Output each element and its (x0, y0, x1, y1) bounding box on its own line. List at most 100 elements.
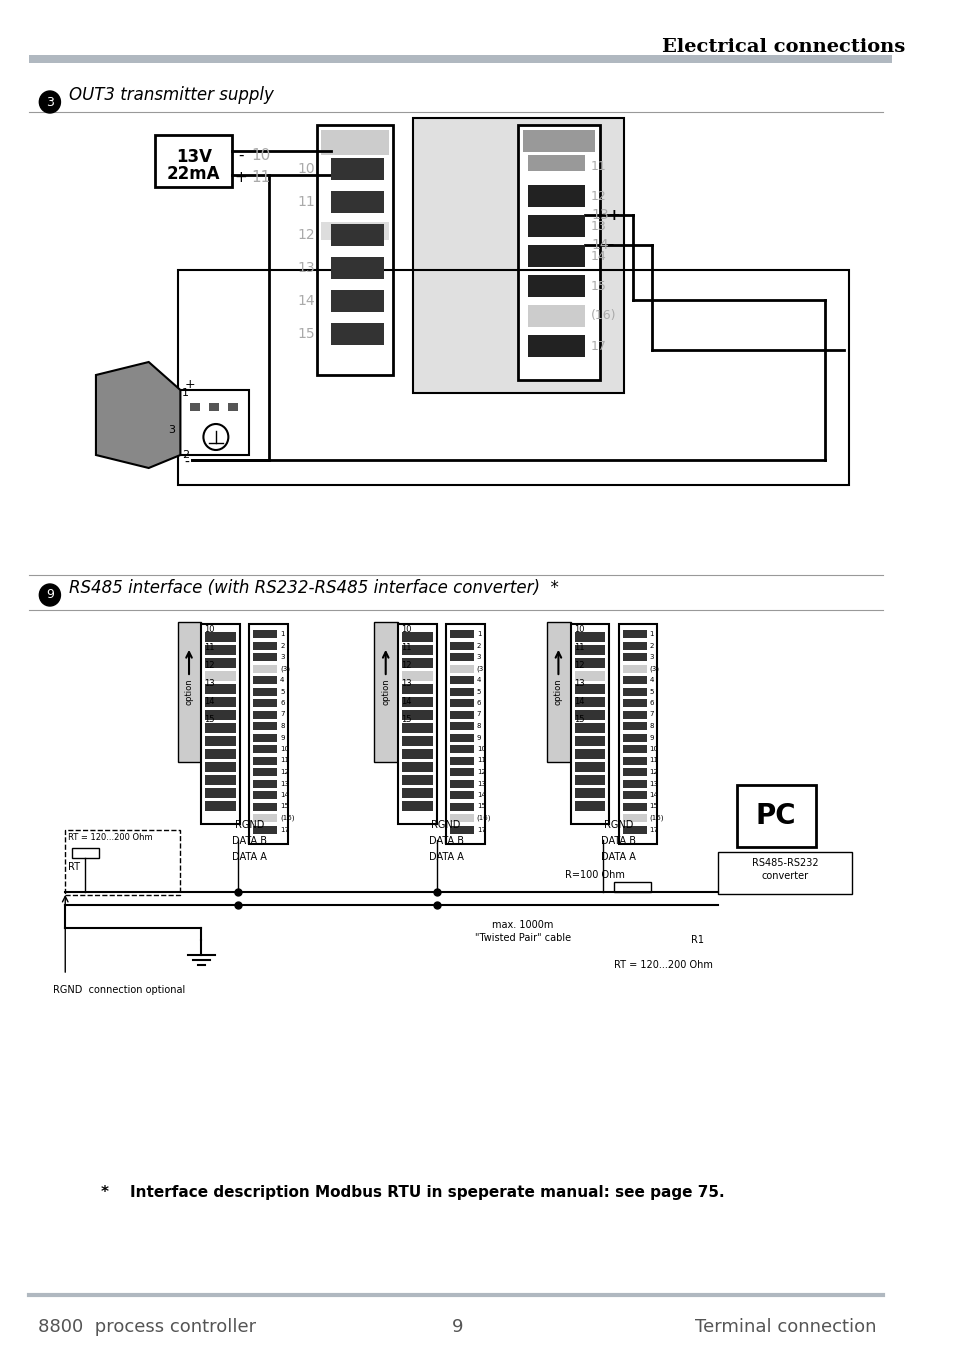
Bar (527, 335, 585, 357)
Text: 11: 11 (591, 159, 606, 173)
Bar (401, 736, 433, 746)
Bar (331, 290, 383, 312)
Bar (401, 671, 433, 681)
Bar (622, 721, 646, 730)
Text: 10: 10 (649, 746, 658, 753)
Bar (450, 711, 474, 719)
Bar (401, 762, 433, 771)
Text: RGND: RGND (603, 820, 633, 830)
Bar (253, 721, 277, 730)
Text: 15: 15 (400, 716, 411, 724)
Bar (401, 632, 433, 642)
Text: 5: 5 (649, 689, 653, 694)
Text: RS485-RS232: RS485-RS232 (751, 858, 818, 867)
Bar (450, 688, 474, 696)
Polygon shape (96, 362, 180, 467)
Text: 10: 10 (296, 162, 314, 176)
Text: 12: 12 (204, 662, 214, 670)
Bar (205, 748, 235, 759)
Bar (622, 665, 646, 673)
Bar (205, 711, 235, 720)
Text: RT: RT (68, 862, 80, 871)
Text: 13: 13 (280, 781, 289, 786)
Bar (253, 630, 277, 638)
Text: 12: 12 (296, 228, 314, 242)
Text: 11: 11 (252, 170, 271, 185)
Text: 11: 11 (476, 758, 485, 763)
Bar (622, 802, 646, 811)
Text: option: option (381, 678, 390, 705)
Bar (190, 403, 199, 411)
Bar (177, 621, 201, 762)
Bar (401, 711, 433, 720)
Bar (622, 734, 646, 742)
Bar (574, 723, 605, 734)
Text: 10: 10 (252, 147, 271, 162)
Text: 13: 13 (476, 781, 485, 786)
Bar (450, 780, 474, 788)
Text: option: option (554, 678, 562, 705)
Bar (622, 698, 646, 707)
Bar (205, 684, 235, 694)
Bar (736, 785, 815, 847)
Text: 14: 14 (591, 238, 608, 253)
Bar (622, 780, 646, 788)
Bar (574, 711, 605, 720)
Bar (450, 815, 474, 821)
Text: 13: 13 (591, 208, 608, 222)
Bar (401, 775, 433, 785)
Text: 17: 17 (280, 827, 289, 832)
Text: 6: 6 (280, 700, 284, 707)
Bar (401, 644, 433, 655)
Text: DATA A: DATA A (600, 852, 636, 862)
Text: 6: 6 (476, 700, 481, 707)
Bar (401, 684, 433, 694)
Text: 17: 17 (476, 827, 485, 832)
Text: 14: 14 (204, 697, 214, 707)
Bar (450, 630, 474, 638)
Bar (574, 762, 605, 771)
Text: 11: 11 (296, 195, 314, 209)
Bar (574, 671, 605, 681)
Text: 7: 7 (476, 712, 481, 717)
Bar (574, 801, 605, 811)
Bar (29, 55, 891, 63)
Bar (397, 624, 436, 824)
Text: 10: 10 (573, 626, 583, 635)
Bar (527, 155, 585, 172)
Bar (401, 788, 433, 798)
Text: 2: 2 (649, 643, 653, 648)
Text: 1: 1 (182, 388, 189, 399)
Text: 15: 15 (649, 804, 658, 809)
Bar (450, 734, 474, 742)
Text: 15: 15 (591, 280, 606, 293)
Bar (253, 711, 277, 719)
Text: 2: 2 (476, 643, 480, 648)
Text: 17: 17 (649, 827, 658, 832)
Bar (450, 721, 474, 730)
Bar (253, 802, 277, 811)
Text: 14: 14 (400, 697, 411, 707)
Bar (622, 676, 646, 684)
Text: RT = 120...200 Ohm: RT = 120...200 Ohm (68, 834, 152, 842)
Text: 22mA: 22mA (167, 165, 220, 182)
Text: DATA A: DATA A (428, 852, 463, 862)
Bar (522, 130, 595, 153)
Bar (574, 644, 605, 655)
Bar (517, 126, 599, 380)
Text: 11: 11 (649, 758, 658, 763)
Text: 7: 7 (280, 712, 284, 717)
Text: (16): (16) (649, 815, 663, 821)
Text: 13: 13 (204, 680, 214, 689)
Text: +: + (184, 378, 194, 392)
Bar (65, 830, 180, 894)
Bar (574, 632, 605, 642)
Bar (205, 801, 235, 811)
Bar (253, 698, 277, 707)
Text: 7: 7 (649, 712, 654, 717)
Bar (574, 748, 605, 759)
Text: 13: 13 (591, 219, 606, 232)
Text: 17: 17 (591, 339, 606, 353)
Text: DATA B: DATA B (600, 836, 636, 846)
Bar (401, 748, 433, 759)
